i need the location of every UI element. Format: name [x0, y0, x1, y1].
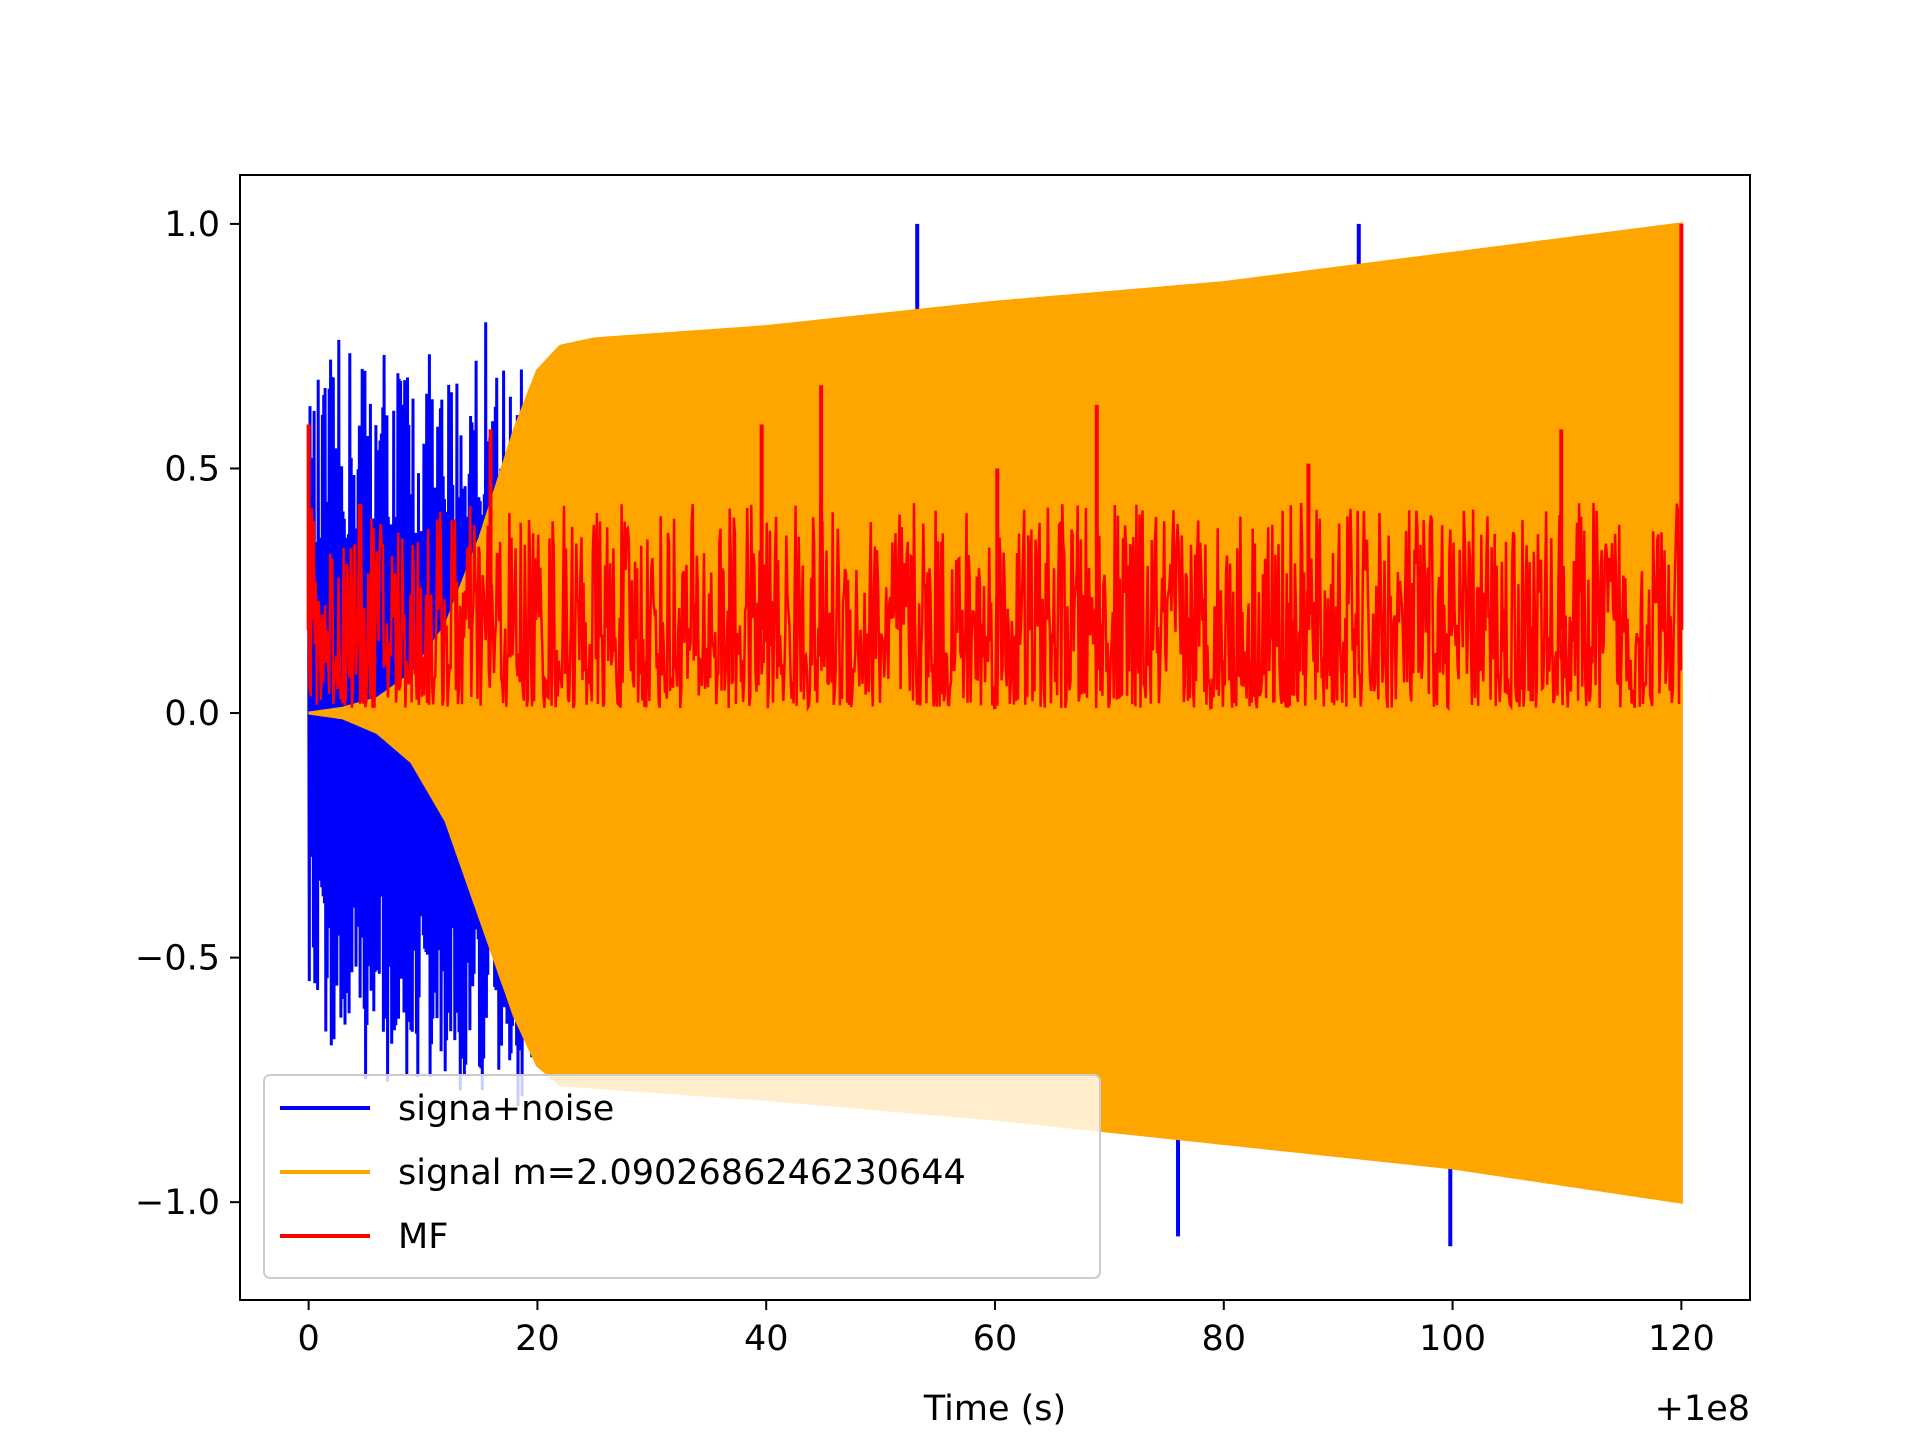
y-tick-label: 1.0	[164, 205, 220, 245]
y-tick-label: 0.5	[164, 449, 220, 489]
x-tick-label: 80	[1202, 1319, 1247, 1359]
x-tick-label: 120	[1648, 1319, 1715, 1359]
legend-label-signal-noise: signa+noise	[398, 1089, 614, 1129]
y-tick-label: −0.5	[135, 939, 220, 979]
x-tick-label: 60	[973, 1319, 1018, 1359]
x-axis: 0 20 40 60 80 100 120	[297, 1300, 1715, 1359]
legend-label-mf: MF	[398, 1217, 448, 1257]
legend-box	[263, 1074, 1101, 1279]
x-tick-label: 0	[297, 1319, 319, 1359]
legend-label-signal: signal m=2.0902686246230644	[398, 1153, 966, 1193]
series-mf	[307, 502, 1683, 712]
x-axis-offset: +1e8	[1655, 1389, 1750, 1429]
x-tick-label: 100	[1419, 1319, 1486, 1359]
y-axis: −1.0 −0.5 0.0 0.5 1.0	[135, 205, 240, 1223]
y-tick-label: −1.0	[135, 1183, 220, 1223]
x-axis-label: Time (s)	[923, 1389, 1066, 1429]
x-tick-label: 40	[744, 1319, 789, 1359]
series-layer	[306, 222, 1684, 1247]
x-tick-label: 20	[515, 1319, 560, 1359]
y-tick-label: 0.0	[164, 694, 220, 734]
legend: signa+noise signal m=2.0902686246230644 …	[263, 1074, 1101, 1279]
